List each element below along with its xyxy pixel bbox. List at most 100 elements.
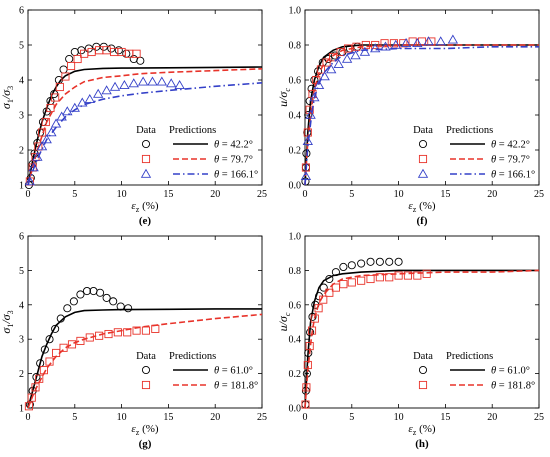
data-point xyxy=(151,324,160,333)
prediction-line xyxy=(27,68,263,186)
data-point xyxy=(341,53,353,63)
x-tick-label: 15 xyxy=(440,189,450,200)
legend-label: θ = 79.7° xyxy=(214,155,253,166)
x-tick-label: 0 xyxy=(26,412,31,423)
data-point xyxy=(319,283,328,292)
data-point xyxy=(339,280,348,289)
series-2 xyxy=(24,76,263,186)
data-point xyxy=(116,302,125,311)
data-point xyxy=(85,333,94,342)
data-point xyxy=(352,42,361,51)
data-point xyxy=(122,49,131,58)
y-tick-label: 6 xyxy=(19,6,24,17)
data-point xyxy=(350,50,361,60)
data-point xyxy=(400,37,412,47)
x-tick-label: 0 xyxy=(303,412,308,423)
legend-marker xyxy=(418,365,428,375)
data-point xyxy=(104,329,113,339)
y-tick-label: 1.0 xyxy=(289,232,302,243)
data-point xyxy=(132,326,141,335)
data-point xyxy=(109,297,118,306)
legend-marker xyxy=(141,154,151,164)
data-point xyxy=(302,135,313,146)
legend-label: θ = 166.1° xyxy=(214,170,258,181)
data-point xyxy=(301,177,310,186)
chart-panel-g: 0 5 10 15 20 25 1 2 3 4 5 6 εz (%) σ1/σ3 (g) Data Predic… xyxy=(0,232,267,451)
panel-label: (f) xyxy=(417,215,428,227)
data-point xyxy=(394,271,403,280)
x-tick-label: 25 xyxy=(257,189,267,200)
data-point xyxy=(63,304,72,313)
x-tick-label: 15 xyxy=(440,412,450,423)
plot-frame xyxy=(304,9,540,186)
data-point xyxy=(102,293,111,302)
data-point xyxy=(310,314,319,323)
data-point xyxy=(359,46,371,56)
data-point xyxy=(319,71,330,81)
x-tick-label: 10 xyxy=(117,412,127,423)
data-point xyxy=(56,314,65,323)
data-point xyxy=(325,288,334,297)
data-point xyxy=(309,92,320,102)
data-point xyxy=(316,65,325,74)
data-point xyxy=(174,79,185,90)
data-point xyxy=(113,328,122,337)
data-point xyxy=(52,348,61,358)
legend-label: θ = 181.8° xyxy=(491,381,535,392)
panel-label: (h) xyxy=(415,438,429,450)
data-point xyxy=(51,324,60,333)
prediction-line xyxy=(304,269,539,409)
data-point xyxy=(301,400,310,409)
series-1 xyxy=(301,269,540,409)
x-tick-label: 5 xyxy=(72,412,77,423)
series-1 xyxy=(24,313,263,411)
data-point xyxy=(305,342,314,351)
x-tick-label: 20 xyxy=(487,189,497,200)
data-point xyxy=(59,343,68,352)
data-point xyxy=(76,336,85,345)
data-point xyxy=(366,257,375,266)
data-point xyxy=(35,374,44,383)
data-point xyxy=(84,93,95,104)
data-point xyxy=(380,39,389,48)
series-2 xyxy=(300,34,539,186)
data-point xyxy=(70,47,79,57)
data-point xyxy=(141,326,150,335)
data-point xyxy=(41,117,50,127)
data-point xyxy=(156,76,168,86)
y-tick-label: 1 xyxy=(19,181,24,192)
x-tick-label: 25 xyxy=(534,412,544,423)
data-point xyxy=(77,97,88,107)
x-tick-label: 0 xyxy=(303,189,308,200)
y-tick-label: 0.0 xyxy=(289,181,302,192)
data-point xyxy=(305,109,316,119)
legend-predictions-header: Predictions xyxy=(169,351,216,362)
y-axis-label: σ1/σ3 xyxy=(0,310,15,333)
y-tick-label: 2 xyxy=(19,369,24,380)
data-point xyxy=(370,43,381,53)
x-tick-label: 0 xyxy=(26,189,31,200)
data-point xyxy=(32,151,43,161)
legend-marker xyxy=(418,139,428,149)
data-point xyxy=(375,257,384,266)
data-point xyxy=(329,53,338,62)
legend: Data Predictions θ = 42.2° θ = 79.7° θ = 166… xyxy=(136,125,258,181)
legend-data-header: Data xyxy=(136,125,156,136)
x-axis-label: εz (%) xyxy=(131,423,158,437)
data-point xyxy=(314,304,323,313)
data-point xyxy=(132,49,141,58)
data-point xyxy=(61,72,70,81)
data-point xyxy=(24,402,33,411)
data-point xyxy=(385,273,394,282)
data-point xyxy=(32,372,41,382)
data-point xyxy=(129,54,138,64)
data-point xyxy=(300,170,312,181)
chart-panel-f: 0 5 10 15 20 25 0.0 0.2 0.4 0.6 0.8 1.0 εz (%) u/σc (f… xyxy=(276,6,544,228)
data-point xyxy=(55,82,64,92)
data-point xyxy=(331,268,340,277)
data-point xyxy=(67,61,76,71)
data-point xyxy=(41,134,52,144)
data-point xyxy=(308,312,317,321)
legend-predictions-header: Predictions xyxy=(446,125,493,136)
data-point xyxy=(36,141,48,151)
